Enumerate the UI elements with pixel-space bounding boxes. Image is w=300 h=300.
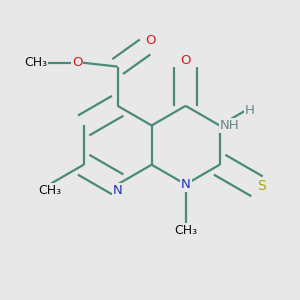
Text: S: S (257, 179, 266, 193)
Text: NH: NH (220, 119, 239, 132)
Text: CH₃: CH₃ (174, 224, 197, 237)
Text: O: O (180, 54, 191, 67)
Text: N: N (113, 184, 122, 197)
Text: O: O (145, 34, 156, 47)
Text: CH₃: CH₃ (38, 184, 61, 197)
Text: O: O (72, 56, 82, 69)
Text: H: H (245, 104, 255, 117)
Text: CH₃: CH₃ (24, 56, 47, 69)
Text: N: N (181, 178, 190, 191)
